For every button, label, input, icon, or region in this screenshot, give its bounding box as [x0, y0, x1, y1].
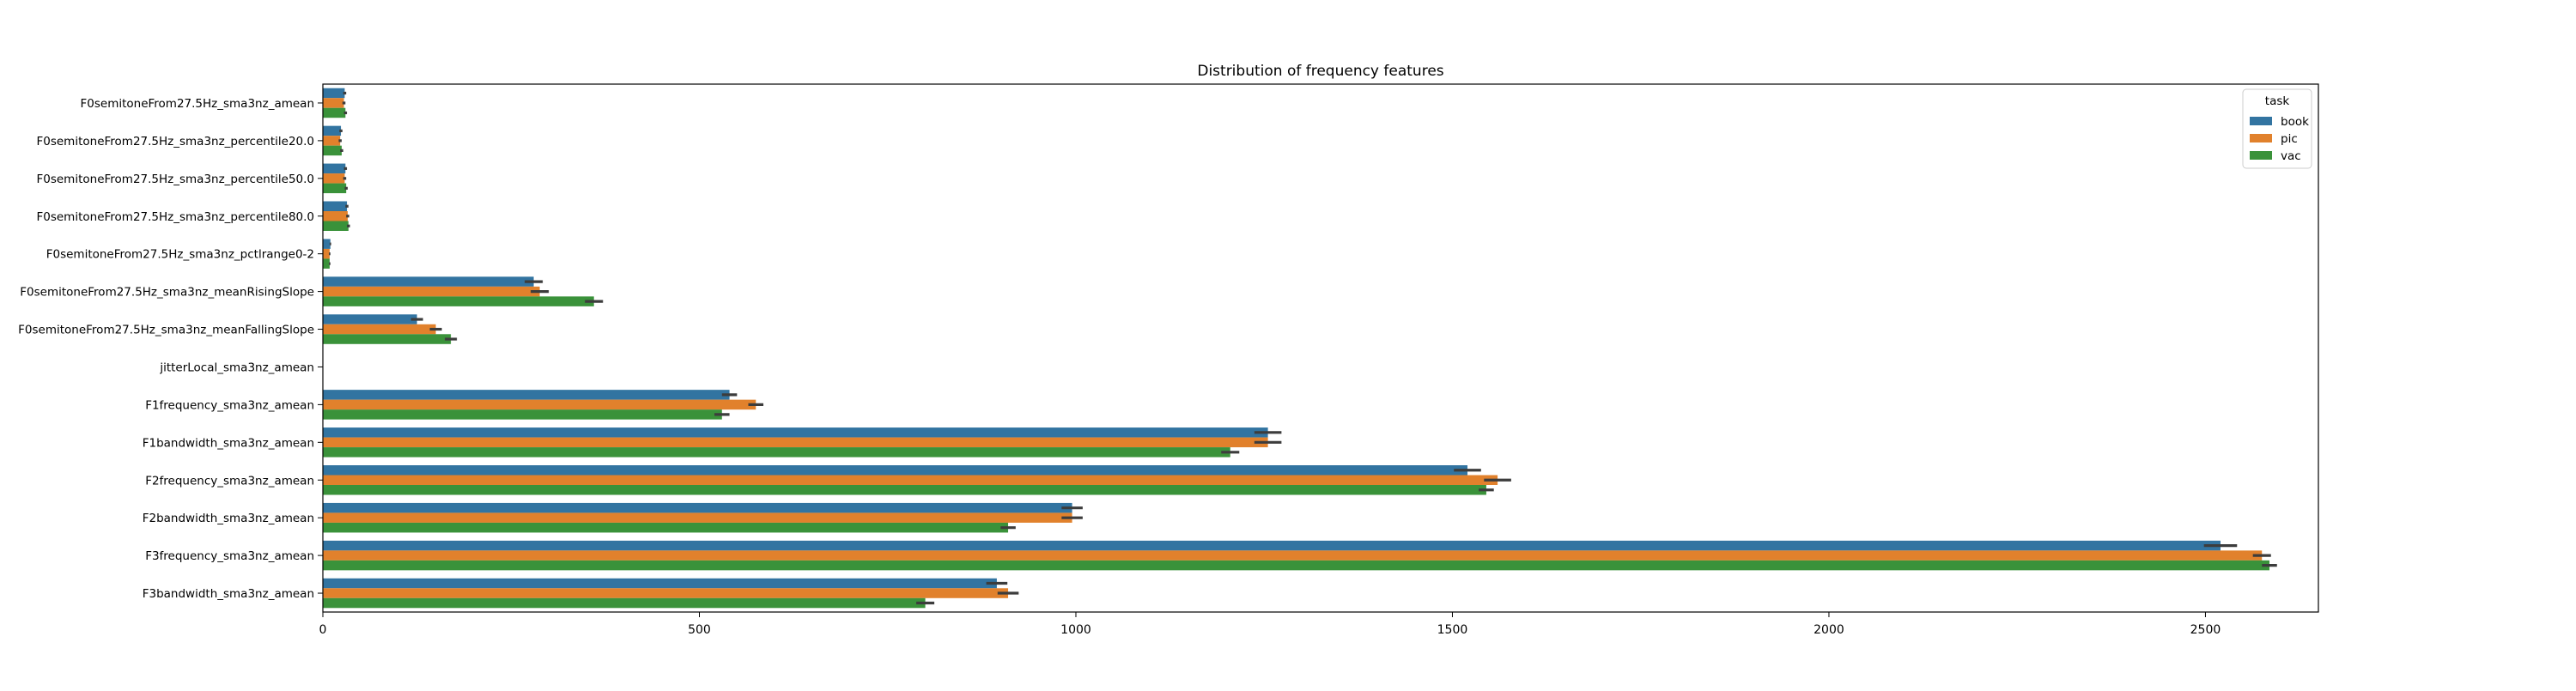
bar-vac — [323, 108, 345, 118]
bar-pic — [323, 98, 344, 108]
bar-pic — [323, 136, 340, 146]
legend-title: task — [2265, 94, 2290, 108]
y-tick-label: F3bandwidth_sma3nz_amean — [143, 587, 314, 601]
x-tick-label: 2500 — [2190, 623, 2221, 637]
bar-book — [323, 579, 997, 589]
y-tick-label: F0semitoneFrom27.5Hz_sma3nz_amean — [81, 97, 315, 111]
x-tick-label: 500 — [688, 623, 711, 637]
bar-pic — [323, 324, 436, 335]
legend-swatch-book — [2250, 117, 2272, 125]
bar-pic — [323, 588, 1008, 598]
x-tick-label: 2000 — [1814, 623, 1844, 637]
y-tick-labels: F0semitoneFrom27.5Hz_sma3nz_amean F0semit… — [18, 97, 323, 601]
bar-book — [323, 503, 1072, 513]
y-tick-label: F0semitoneFrom27.5Hz_sma3nz_percentile20… — [36, 135, 314, 149]
bar-book — [323, 541, 2221, 551]
bar-book — [323, 314, 417, 324]
bar-vac — [323, 258, 330, 269]
legend: task book pic vac — [2243, 89, 2312, 168]
legend-label-book: book — [2281, 115, 2309, 129]
bar-book — [323, 126, 341, 136]
y-tick-label: F0semitoneFrom27.5Hz_sma3nz_percentile50… — [36, 173, 314, 186]
y-tick-label: F2bandwidth_sma3nz_amean — [143, 512, 314, 525]
bar-pic — [323, 400, 756, 410]
y-tick-label: F0semitoneFrom27.5Hz_sma3nz_pctlrange0-2 — [46, 248, 314, 262]
bar-book — [323, 88, 344, 99]
y-tick-label: F1frequency_sma3nz_amean — [145, 398, 314, 412]
bar-pic — [323, 476, 1498, 486]
bar-pic — [323, 249, 330, 259]
bars-layer — [323, 88, 2269, 609]
bar-vac — [323, 485, 1486, 495]
plot-frame — [323, 84, 2318, 612]
bar-vac — [323, 409, 722, 420]
chart-title: Distribution of frequency features — [1197, 63, 1443, 80]
x-tick-label: 0 — [319, 623, 327, 637]
bar-vac — [323, 523, 1008, 533]
y-tick-label: F0semitoneFrom27.5Hz_sma3nz_meanRisingSl… — [20, 286, 314, 300]
y-tick-label: F0semitoneFrom27.5Hz_sma3nz_meanFallingS… — [18, 324, 314, 337]
bar-pic — [323, 211, 348, 221]
y-tick-label: F1bandwidth_sma3nz_amean — [143, 436, 314, 450]
legend-label-pic: pic — [2281, 132, 2298, 146]
x-tick-label: 1500 — [1437, 623, 1468, 637]
bar-book — [323, 427, 1268, 438]
bar-pic — [323, 512, 1072, 523]
bar-vac — [323, 184, 346, 194]
legend-label-vac: vac — [2281, 149, 2301, 163]
bar-vac — [323, 296, 594, 306]
bar-vac — [323, 334, 451, 344]
x-tick-labels: 0 500 1000 1500 2000 2500 — [319, 612, 2221, 637]
bar-vac — [323, 221, 349, 232]
bar-pic — [323, 287, 540, 297]
y-tick-label: F2frequency_sma3nz_amean — [145, 474, 314, 488]
bar-vac — [323, 561, 2269, 571]
y-tick-label: jitterLocal_sma3nz_amean — [159, 361, 314, 374]
bar-pic — [323, 173, 344, 184]
legend-swatch-pic — [2250, 134, 2272, 142]
bar-book — [323, 276, 534, 287]
legend-swatch-vac — [2250, 151, 2272, 160]
bar-pic — [323, 550, 2262, 561]
bar-pic — [323, 438, 1268, 447]
bar-book — [323, 164, 345, 174]
bar-book — [323, 239, 331, 249]
bar-book — [323, 465, 1467, 476]
bar-vac — [323, 447, 1230, 458]
bar-book — [323, 202, 347, 212]
bar-vac — [323, 146, 342, 156]
y-tick-label: F0semitoneFrom27.5Hz_sma3nz_percentile80… — [36, 210, 314, 224]
y-tick-label: F3frequency_sma3nz_amean — [145, 549, 314, 563]
bar-book — [323, 390, 730, 400]
x-tick-label: 1000 — [1060, 623, 1091, 637]
bar-vac — [323, 598, 926, 609]
